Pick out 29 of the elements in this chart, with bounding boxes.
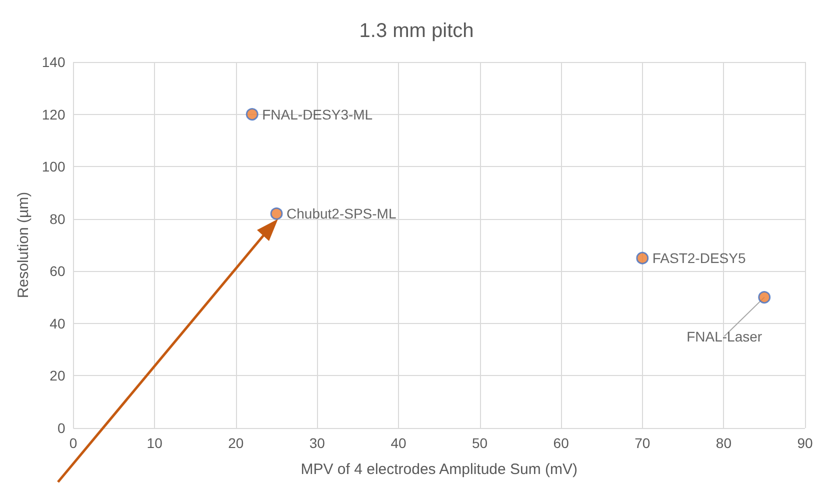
point	[270, 207, 283, 220]
y-axis-title: Resolution (µm)	[15, 192, 32, 298]
y-tick-label: 0	[57, 420, 66, 436]
annotation: Chubut2-SPS-ML	[286, 206, 396, 222]
y-tick-label: 120	[42, 106, 66, 122]
point	[636, 252, 649, 264]
x-tick-label: 40	[390, 435, 406, 451]
x-tick-label: 90	[797, 435, 813, 451]
annotation: FAST2-DESY5	[652, 250, 746, 266]
y-tick-label: 60	[50, 263, 66, 280]
y-tick-label: 20	[50, 368, 66, 384]
x-tick-label: 20	[228, 435, 244, 451]
point	[758, 291, 771, 304]
chart-title: 1.3 mm pitch	[359, 20, 474, 42]
y-tick-label: 40	[50, 315, 66, 332]
x-tick-label: 60	[553, 435, 570, 451]
x-tick-label: 0	[69, 435, 78, 451]
x-tick-label: 10	[146, 435, 163, 451]
x-axis-title: MPV of 4 electrodes Amplitude Sum (mV)	[300, 461, 578, 478]
point	[246, 108, 258, 121]
x-tick-label: 50	[472, 435, 488, 451]
x-tick-label: 70	[634, 435, 650, 451]
y-tick-label: 100	[42, 158, 66, 175]
x-tick-label: 80	[716, 435, 732, 451]
annotation: FNAL-DESY3-ML	[262, 106, 373, 122]
x-tick-label: 30	[309, 435, 326, 451]
annotation: FNAL-Laser	[686, 328, 762, 344]
y-tick-label: 80	[50, 210, 66, 227]
y-tick-label: 140	[42, 54, 66, 70]
